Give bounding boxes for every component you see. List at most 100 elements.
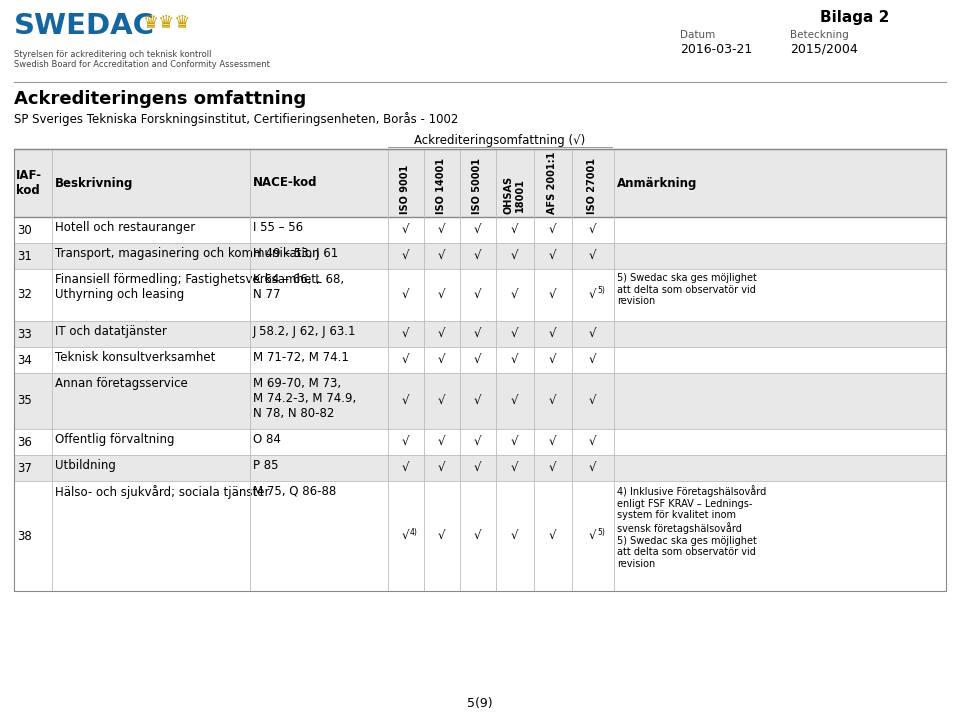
Text: √: √ bbox=[401, 288, 409, 301]
Text: √: √ bbox=[401, 327, 409, 340]
Text: 33: 33 bbox=[17, 327, 32, 340]
Text: 5): 5) bbox=[597, 528, 605, 536]
Text: √: √ bbox=[588, 436, 596, 448]
Text: IT och datatjänster: IT och datatjänster bbox=[55, 325, 167, 338]
Text: M 71-72, M 74.1: M 71-72, M 74.1 bbox=[253, 351, 348, 364]
Text: √: √ bbox=[588, 529, 596, 542]
Text: AFS 2001:1: AFS 2001:1 bbox=[547, 151, 557, 214]
Text: 5): 5) bbox=[597, 287, 605, 295]
Text: Offentlig förvaltning: Offentlig förvaltning bbox=[55, 433, 175, 446]
Text: Hälso- och sjukvård; sociala tjänster: Hälso- och sjukvård; sociala tjänster bbox=[55, 485, 270, 499]
Text: Transport, magasinering och kommunikation: Transport, magasinering och kommunikatio… bbox=[55, 247, 320, 260]
Text: SWEDAC: SWEDAC bbox=[14, 12, 155, 40]
Text: SP Sveriges Tekniska Forskningsinstitut, Certifieringsenheten, Borås - 1002: SP Sveriges Tekniska Forskningsinstitut,… bbox=[14, 112, 458, 126]
Text: √: √ bbox=[473, 529, 481, 542]
Text: 38: 38 bbox=[17, 529, 32, 542]
Text: Beskrivning: Beskrivning bbox=[55, 177, 133, 190]
Text: √: √ bbox=[548, 327, 556, 340]
Text: √: √ bbox=[548, 436, 556, 448]
Text: √: √ bbox=[401, 436, 409, 448]
Text: √: √ bbox=[548, 250, 556, 263]
Text: Ackrediteringsomfattning (√): Ackrediteringsomfattning (√) bbox=[415, 134, 586, 147]
Text: √: √ bbox=[588, 288, 596, 301]
Text: √: √ bbox=[548, 288, 556, 301]
Text: √: √ bbox=[511, 461, 517, 474]
Text: √: √ bbox=[473, 461, 481, 474]
Text: √: √ bbox=[588, 461, 596, 474]
Text: √: √ bbox=[401, 353, 409, 366]
Text: Finansiell förmedling; Fastighetsverksamhet;
Uthyrning och leasing: Finansiell förmedling; Fastighetsverksam… bbox=[55, 273, 320, 301]
Bar bbox=[14, 373, 946, 429]
Text: ISO 14001: ISO 14001 bbox=[436, 158, 446, 214]
Bar bbox=[14, 481, 946, 591]
Text: P 85: P 85 bbox=[253, 459, 278, 472]
Text: √: √ bbox=[511, 327, 517, 340]
Bar bbox=[14, 321, 946, 347]
Text: √: √ bbox=[588, 250, 596, 263]
Text: Utbildning: Utbildning bbox=[55, 459, 116, 472]
Text: Teknisk konsultverksamhet: Teknisk konsultverksamhet bbox=[55, 351, 215, 364]
Text: √: √ bbox=[548, 529, 556, 542]
Text: √: √ bbox=[437, 461, 444, 474]
Text: Anmärkning: Anmärkning bbox=[617, 177, 697, 190]
Text: √: √ bbox=[548, 353, 556, 366]
Text: O 84: O 84 bbox=[253, 433, 281, 446]
Text: 30: 30 bbox=[17, 224, 32, 237]
Text: 4): 4) bbox=[410, 528, 418, 536]
Text: ISO 50001: ISO 50001 bbox=[472, 158, 482, 214]
Text: I 55 – 56: I 55 – 56 bbox=[253, 221, 303, 234]
Text: √: √ bbox=[401, 224, 409, 237]
Text: √: √ bbox=[511, 529, 517, 542]
Text: K 64 – 66, L 68,
N 77: K 64 – 66, L 68, N 77 bbox=[253, 273, 344, 301]
Text: 4) Inklusive Företagshälsovård
enligt FSF KRAV – Lednings-
system för kvalitet i: 4) Inklusive Företagshälsovård enligt FS… bbox=[617, 485, 766, 569]
Text: √: √ bbox=[473, 250, 481, 263]
Text: √: √ bbox=[401, 529, 409, 542]
Text: √: √ bbox=[511, 288, 517, 301]
Text: 5(9): 5(9) bbox=[468, 697, 492, 710]
Bar bbox=[14, 217, 946, 243]
Text: IAF-
kod: IAF- kod bbox=[16, 169, 42, 197]
Text: √: √ bbox=[588, 327, 596, 340]
Text: Datum: Datum bbox=[680, 30, 715, 40]
Text: 5) Swedac ska ges möjlighet
att delta som observatör vid
revision: 5) Swedac ska ges möjlighet att delta so… bbox=[617, 273, 756, 306]
Text: √: √ bbox=[473, 395, 481, 408]
Bar bbox=[14, 455, 946, 481]
Text: Ackrediteringens omfattning: Ackrediteringens omfattning bbox=[14, 90, 306, 108]
Text: √: √ bbox=[588, 353, 596, 366]
Text: √: √ bbox=[437, 436, 444, 448]
Text: 31: 31 bbox=[17, 250, 32, 263]
Text: OHSAS
18001: OHSAS 18001 bbox=[503, 176, 525, 214]
Text: ISO 27001: ISO 27001 bbox=[587, 158, 597, 214]
Text: M 69-70, M 73,
M 74.2-3, M 74.9,
N 78, N 80-82: M 69-70, M 73, M 74.2-3, M 74.9, N 78, N… bbox=[253, 377, 356, 420]
Text: ♛♛♛: ♛♛♛ bbox=[142, 14, 190, 32]
Text: √: √ bbox=[437, 288, 444, 301]
Text: √: √ bbox=[511, 224, 517, 237]
Text: 32: 32 bbox=[17, 288, 32, 301]
Text: Hotell och restauranger: Hotell och restauranger bbox=[55, 221, 195, 234]
Text: √: √ bbox=[437, 529, 444, 542]
Text: Swedish Board for Accreditation and Conformity Assessment: Swedish Board for Accreditation and Conf… bbox=[14, 60, 270, 69]
Text: √: √ bbox=[437, 353, 444, 366]
Text: NACE-kod: NACE-kod bbox=[253, 177, 318, 190]
Text: √: √ bbox=[548, 395, 556, 408]
Text: √: √ bbox=[473, 288, 481, 301]
Text: Styrelsen för ackreditering och teknisk kontroll: Styrelsen för ackreditering och teknisk … bbox=[14, 50, 211, 59]
Text: √: √ bbox=[401, 250, 409, 263]
Bar bbox=[14, 269, 946, 321]
Text: 36: 36 bbox=[17, 436, 32, 448]
Text: √: √ bbox=[401, 461, 409, 474]
Text: √: √ bbox=[548, 461, 556, 474]
Text: √: √ bbox=[473, 436, 481, 448]
Text: 2016-03-21: 2016-03-21 bbox=[680, 43, 753, 56]
Bar bbox=[14, 429, 946, 455]
Text: √: √ bbox=[511, 395, 517, 408]
Text: Annan företagsservice: Annan företagsservice bbox=[55, 377, 188, 390]
Text: Beteckning: Beteckning bbox=[790, 30, 849, 40]
Bar bbox=[14, 243, 946, 269]
Text: √: √ bbox=[588, 224, 596, 237]
Text: √: √ bbox=[437, 395, 444, 408]
Text: √: √ bbox=[437, 327, 444, 340]
Bar bbox=[14, 149, 946, 591]
Text: M 75, Q 86-88: M 75, Q 86-88 bbox=[253, 485, 336, 498]
Text: √: √ bbox=[437, 250, 444, 263]
